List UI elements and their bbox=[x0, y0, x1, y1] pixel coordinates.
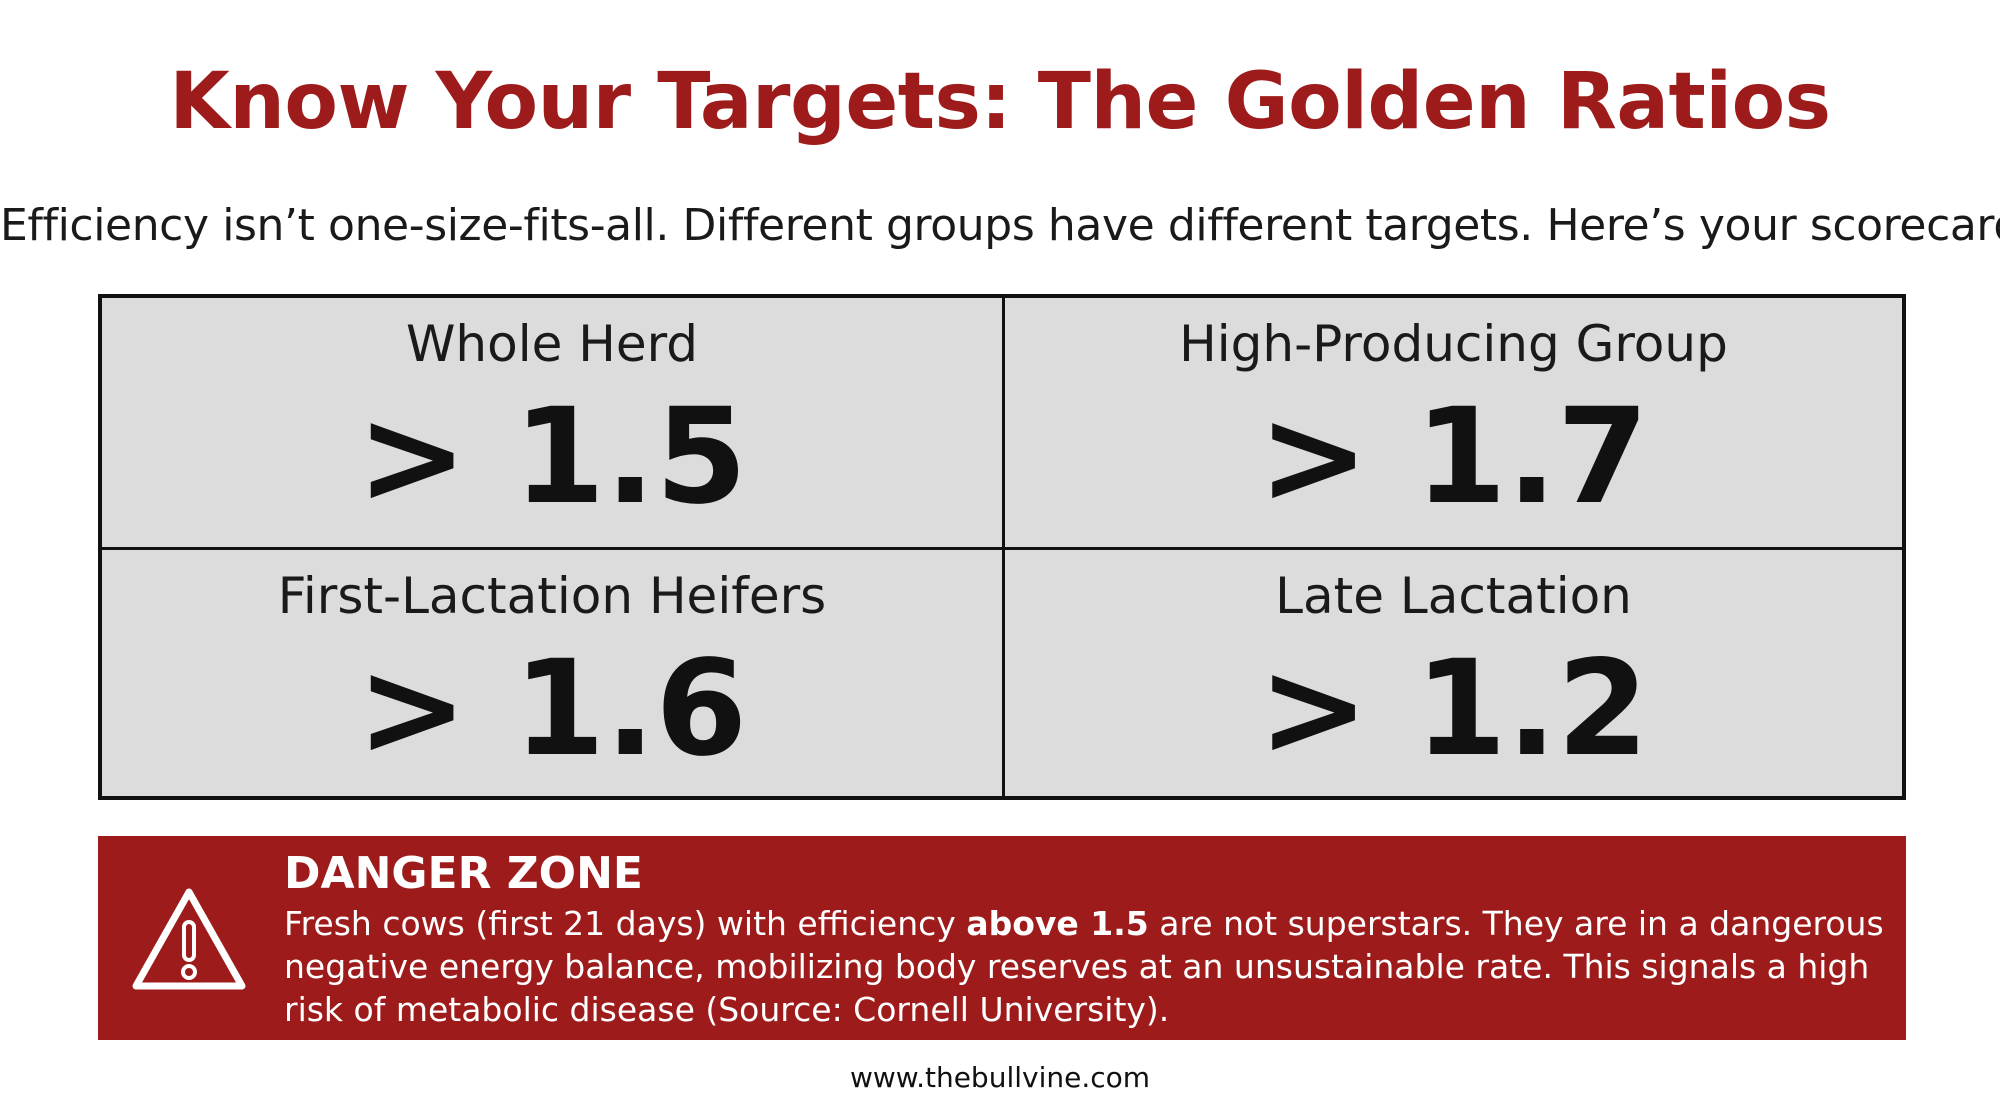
danger-description: Fresh cows (first 21 days) with efficien… bbox=[284, 902, 1884, 1031]
danger-text-start: Fresh cows (first 21 days) with efficien… bbox=[284, 904, 967, 943]
target-value: > 1.2 bbox=[1258, 632, 1649, 786]
target-label: First-Lactation Heifers bbox=[277, 567, 827, 625]
page-subtitle: Efficiency isn’t one-size-fits-all. Diff… bbox=[0, 200, 2000, 251]
target-label: Late Lactation bbox=[1275, 567, 1632, 625]
target-value: > 1.6 bbox=[356, 632, 748, 786]
warning-icon bbox=[132, 888, 246, 990]
target-card-high-producing: High-Producing Group > 1.7 bbox=[1002, 298, 1902, 547]
target-card-late-lactation: Late Lactation > 1.2 bbox=[1002, 547, 1902, 796]
footer-url: www.thebullvine.com bbox=[849, 1061, 1151, 1094]
danger-text-end: are not superstars. They are in a danger… bbox=[284, 904, 1884, 1029]
targets-grid: Whole Herd > 1.5 High-Producing Group > … bbox=[98, 294, 1906, 800]
target-value: > 1.5 bbox=[356, 380, 748, 534]
target-card-first-lactation: First-Lactation Heifers > 1.6 bbox=[102, 547, 1002, 796]
page-title: Know Your Targets: The Golden Ratios bbox=[169, 57, 1831, 147]
danger-zone-banner: DANGER ZONE Fresh cows (first 21 days) w… bbox=[98, 836, 1906, 1040]
target-label: High-Producing Group bbox=[1179, 315, 1728, 373]
target-value: > 1.7 bbox=[1258, 380, 1649, 534]
target-label: Whole Herd bbox=[405, 315, 699, 373]
danger-text-emphasis: above 1.5 bbox=[966, 904, 1149, 943]
danger-heading: DANGER ZONE bbox=[284, 848, 643, 899]
target-card-whole-herd: Whole Herd > 1.5 bbox=[102, 298, 1002, 547]
